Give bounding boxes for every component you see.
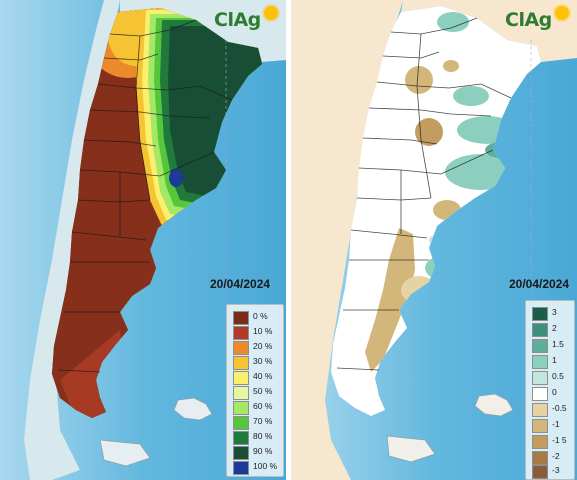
legend-swatch (532, 371, 548, 385)
legend-swatch (233, 356, 249, 370)
legend-label: 60 % (253, 401, 273, 411)
panel-divider (286, 0, 291, 480)
ciag-logo: ClAg (214, 6, 280, 32)
legend-label: -2 (552, 451, 560, 461)
map-date: 20/04/2024 (210, 277, 271, 291)
logo-text: ClAg (214, 9, 261, 31)
legend-label: -3 (552, 465, 560, 475)
sun-icon (264, 6, 278, 20)
legend-swatch (532, 387, 548, 401)
chile-land (291, 0, 403, 480)
legend-swatch (233, 461, 249, 475)
map-date: 20/04/2024 (509, 277, 570, 291)
legend-swatch (532, 451, 548, 465)
legend-label: 0 % (253, 311, 268, 321)
legend-label: 40 % (253, 371, 273, 381)
soil-moisture-map (0, 0, 286, 480)
legend-swatch (532, 355, 548, 369)
legend-swatch (233, 341, 249, 355)
legend-swatch (233, 326, 249, 340)
legend-swatch (233, 386, 249, 400)
legend-label: 3 (552, 307, 557, 317)
legend-swatch (532, 419, 548, 433)
anomaly-map-panel: ClAg 20/04/2024 3 2 1.5 1 0.5 0 -0.5 -1 … (291, 0, 577, 480)
malvinas-islands (173, 397, 213, 421)
legend-label: 0 (552, 387, 557, 397)
legend-label: 90 % (253, 446, 273, 456)
sun-icon (555, 6, 569, 20)
legend-swatch (532, 339, 548, 353)
legend-swatch (532, 435, 548, 449)
neighbour-land (401, 0, 577, 62)
soil-moisture-map-panel: ClAg 20/04/2024 0 % 10 % 20 % 30 % 40 % … (0, 0, 286, 480)
legend-label: 1.5 (552, 339, 564, 349)
tierra-del-fuego (99, 439, 151, 467)
province-borders (57, 19, 233, 373)
legend-label: 30 % (253, 356, 273, 366)
legend-label: 100 % (253, 461, 278, 471)
map-legend: 3 2 1.5 1 0.5 0 -0.5 -1 -1 5 -2 -3 (525, 300, 575, 480)
legend-swatch (233, 416, 249, 430)
province-borders (336, 17, 512, 371)
legend-label: 10 % (253, 326, 273, 336)
legend-swatch (233, 371, 249, 385)
legend-swatch (532, 465, 548, 479)
neighbour-land (120, 0, 286, 62)
legend-swatch (233, 311, 249, 325)
ciag-logo: ClAg (505, 6, 571, 32)
legend-swatch (233, 401, 249, 415)
malvinas-islands (474, 393, 514, 417)
legend-label: -0.5 (552, 403, 567, 413)
legend-label: 20 % (253, 341, 273, 351)
legend-swatch (532, 307, 548, 321)
legend-label: 1 (552, 355, 557, 365)
legend-label: 2 (552, 323, 557, 333)
legend-swatch (233, 431, 249, 445)
tierra-del-fuego (386, 435, 436, 463)
legend-swatch (532, 323, 548, 337)
logo-text: ClAg (505, 9, 552, 31)
map-legend: 0 % 10 % 20 % 30 % 40 % 50 % 60 % 70 % 8… (226, 304, 284, 477)
legend-swatch (532, 403, 548, 417)
legend-label: 80 % (253, 431, 273, 441)
legend-label: 70 % (253, 416, 273, 426)
legend-swatch (233, 446, 249, 460)
legend-label: -1 5 (552, 435, 567, 445)
legend-label: 0.5 (552, 371, 564, 381)
legend-label: -1 (552, 419, 560, 429)
legend-label: 50 % (253, 386, 273, 396)
